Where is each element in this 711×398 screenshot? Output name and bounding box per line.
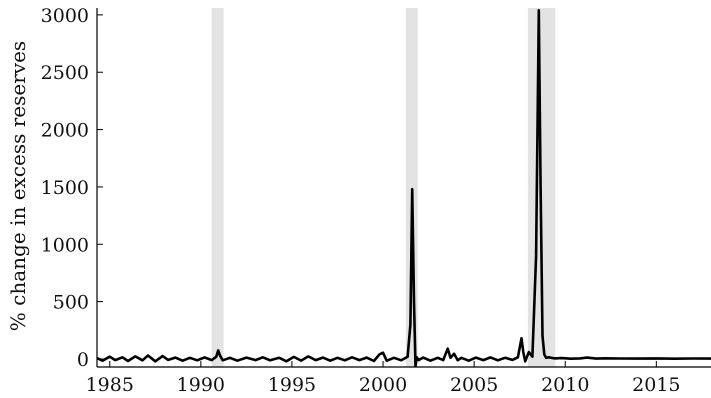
recession-band	[211, 8, 224, 367]
x-tick-label: 2000	[359, 374, 407, 396]
x-tick-label: 2005	[450, 374, 498, 396]
y-tick-label: 3000	[41, 5, 89, 27]
y-tick-label: 1000	[41, 234, 89, 256]
x-tick-label: 1995	[268, 374, 316, 396]
y-tick-label: 0	[77, 349, 89, 371]
x-tick-label: 1990	[177, 374, 225, 396]
x-tick-label: 2010	[541, 374, 589, 396]
series-layer	[96, 9, 711, 368]
y-tick-label: 2000	[41, 120, 89, 142]
recession-bands	[211, 8, 556, 367]
y-tick-label: 2500	[41, 62, 89, 84]
axes	[96, 8, 711, 368]
y-ticks: 0 500 1000 1500 2000 2500 3000	[41, 5, 103, 371]
x-tick-label: 1985	[86, 374, 134, 396]
y-tick-label: 500	[53, 292, 89, 314]
x-ticks: 1985 1990 1995 2000 2005 2010 2015	[86, 361, 681, 396]
y-axis-title: % change in excess reserves	[6, 41, 30, 331]
series-line	[96, 9, 711, 368]
x-tick-label: 2015	[632, 374, 680, 396]
recession-band	[405, 8, 418, 367]
y-tick-label: 1500	[41, 177, 89, 199]
